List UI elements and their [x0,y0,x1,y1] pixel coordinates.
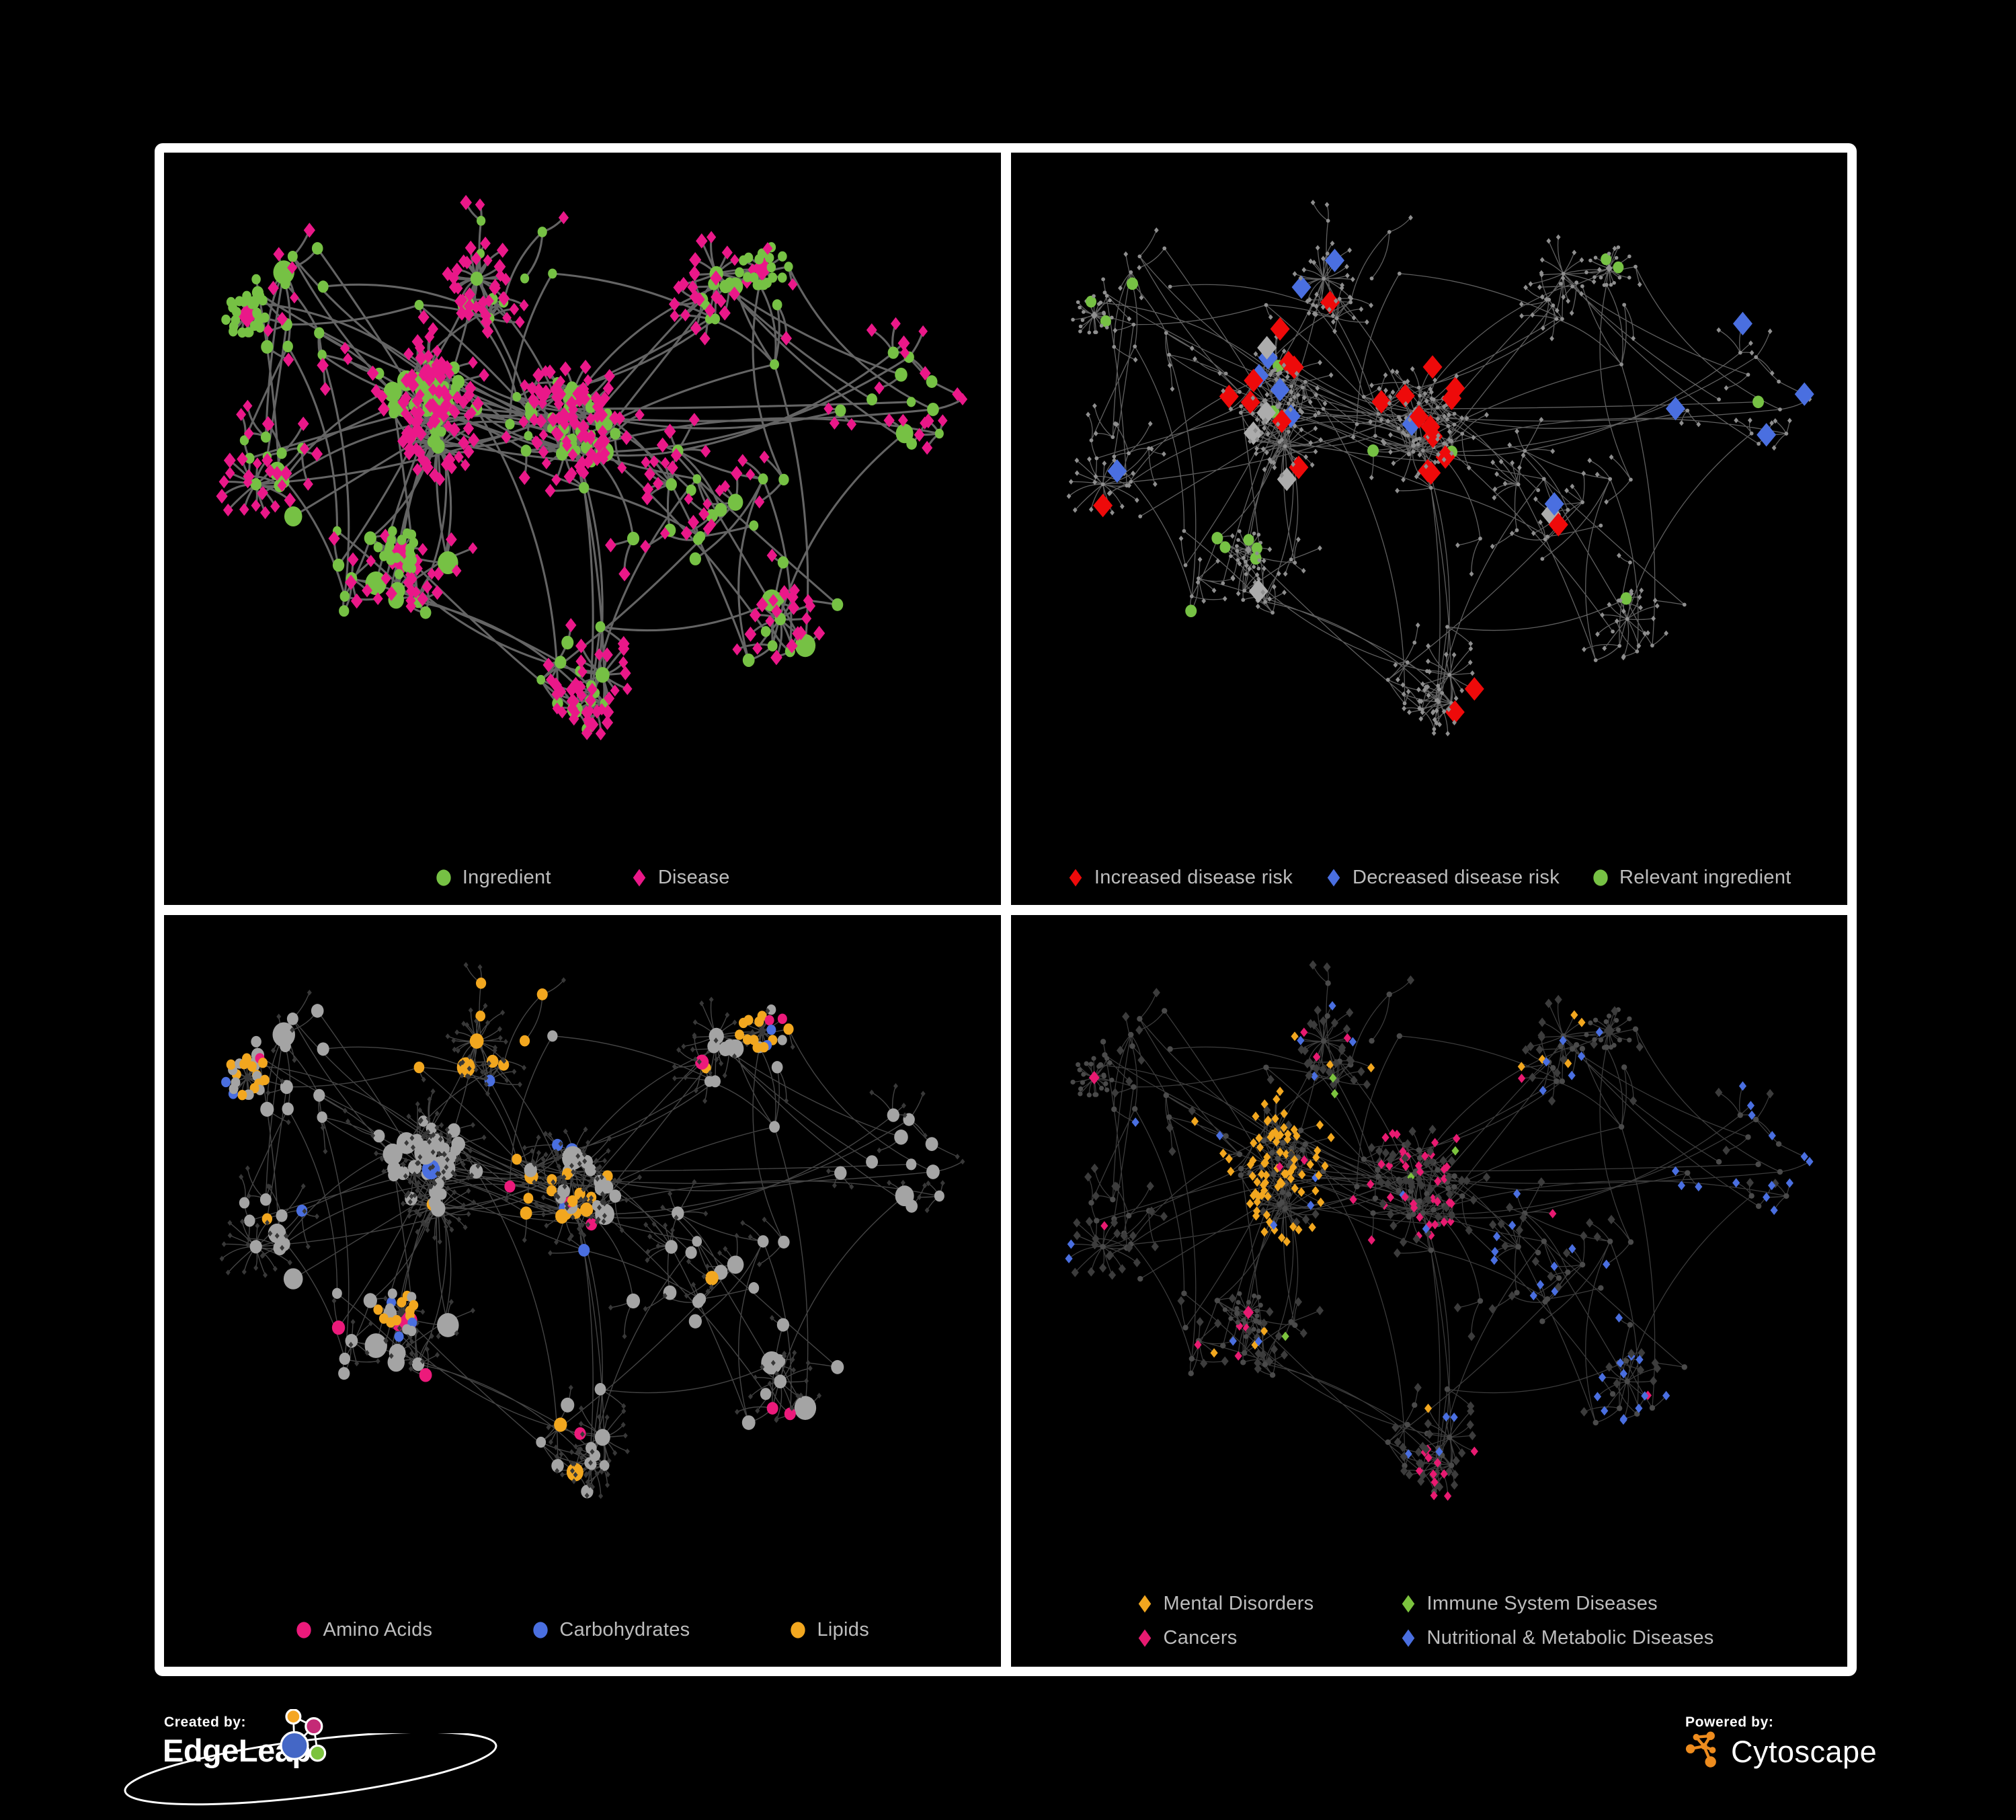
legend-item-amino-acids: Amino Acids [295,1619,432,1641]
legend-disease-risk: Increased disease risk Decreased disease … [1011,867,1848,889]
circle-legend-symbol [1593,869,1608,886]
legend-label: Mental Disorders [1163,1593,1314,1614]
legend-disease-classes: Mental Disorders Immune System Diseases Ca… [1136,1593,1714,1649]
diamond-legend-symbol [1138,1629,1151,1647]
powered-by-block: Powered by: [1684,1714,2007,1795]
disease-risk-network-graph [1066,200,1814,737]
legend-label: Immune System Diseases [1426,1593,1658,1614]
diamond-legend-symbol [1402,1629,1414,1647]
legend-item-carbohydrates: Carbohydrates [532,1619,690,1641]
legend-item-nutritional-metabolic-diseases: Nutritional & Metabolic Diseases [1400,1627,1714,1649]
legend-label: Disease [657,866,730,888]
network-panel-grid: Ingredient Disease Increased disease risk… [155,143,1857,1676]
legend-item-cancers: Cancers [1136,1627,1400,1649]
disease-class-network-graph [1064,959,1814,1501]
legend-label: Increased disease risk [1094,866,1293,888]
ingredient-disease-network-graph [216,194,968,741]
legend-item-lipids: Lipids [789,1619,869,1641]
nutrient-class-network-graph [219,961,965,1499]
legend-item-decreased-disease-risk: Decreased disease risk [1325,867,1560,889]
cytoscape-wordmark: Cytoscape [1731,1735,1878,1769]
legend-nutrient-classes: Amino Acids Carbohydrates Lipids [164,1619,1001,1641]
panel-disease-risk: Increased disease risk Decreased disease … [1010,153,1848,905]
diamond-legend-symbol [1138,1595,1151,1613]
legend-label: Nutritional & Metabolic Diseases [1426,1627,1714,1649]
legend-item-relevant-ingredient: Relevant ingredient [1592,867,1791,889]
diamond-legend-symbol [1327,869,1340,886]
powered-by-label: Powered by: [1685,1714,1774,1730]
cytoscape-logo-row: Cytoscape [1684,1731,1877,1774]
edgeleap-logo-icon [280,1709,327,1762]
legend-item-mental-disorders: Mental Disorders [1136,1593,1400,1615]
diamond-legend-symbol [1402,1595,1414,1613]
panel-disease-classes: Mental Disorders Immune System Diseases Ca… [1010,914,1847,1667]
created-by-block: Created by: EdgeLeap [124,1709,566,1815]
legend-item-ingredient: Ingredient [435,867,551,889]
legend-label: Carbohydrates [559,1619,690,1640]
circle-legend-symbol [296,1622,312,1638]
legend-label: Ingredient [462,866,551,888]
circle-legend-symbol [533,1622,549,1638]
legend-label: Decreased disease risk [1353,866,1560,888]
legend-item-disease: Disease [631,867,730,889]
legend-item-increased-disease-risk: Increased disease risk [1067,867,1293,889]
legend-ingredient-disease: Ingredient Disease [164,867,1001,889]
circle-legend-symbol [791,1622,806,1638]
legend-label: Amino Acids [323,1619,433,1640]
created-by-label: Created by: [164,1714,247,1730]
diamond-legend-symbol [1069,869,1082,886]
panel-ingredient-disease: Ingredient Disease [164,153,1001,905]
legend-item-immune-system-diseases: Immune System Diseases [1400,1593,1714,1615]
legend-label: Cancers [1163,1627,1238,1649]
legend-label: Lipids [817,1619,870,1640]
legend-label: Relevant ingredient [1619,866,1791,888]
panel-nutrient-classes: Amino Acids Carbohydrates Lipids [164,914,1001,1667]
diamond-legend-symbol [633,869,646,886]
circle-legend-symbol [436,869,451,886]
cytoscape-logo-icon [1685,1731,1716,1768]
